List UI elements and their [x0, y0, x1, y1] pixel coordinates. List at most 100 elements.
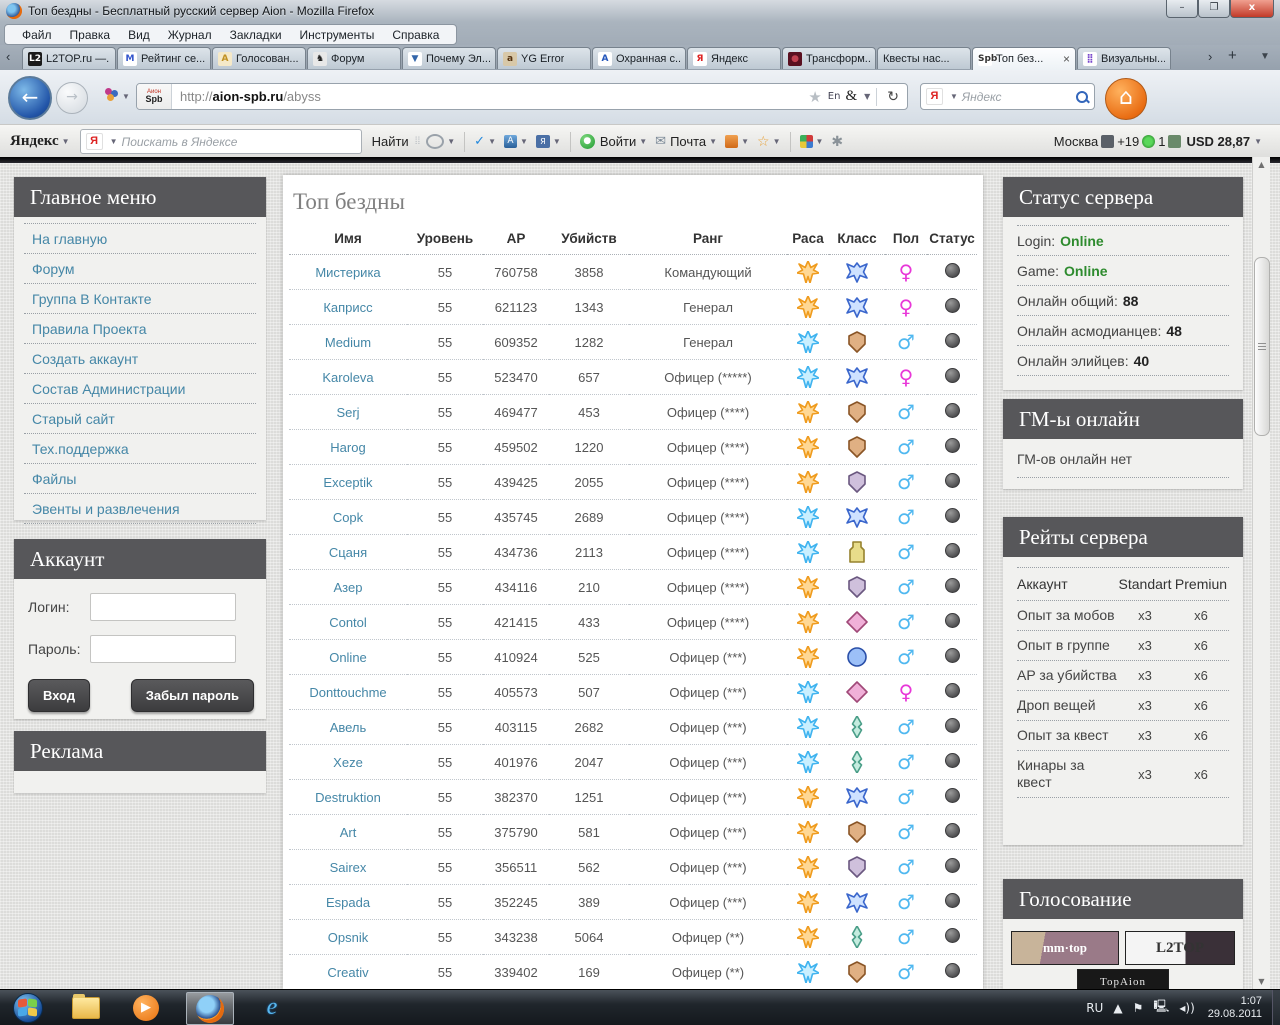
tab-4[interactable]: ▼ Почему Эл... [402, 47, 496, 69]
magnifier-icon[interactable] [1076, 90, 1090, 103]
language-indicator[interactable]: RU [1086, 1000, 1104, 1015]
explorer-taskbar-icon[interactable] [66, 992, 106, 1023]
player-link[interactable]: Сцаня [328, 544, 368, 560]
reload-icon[interactable]: ↻ [887, 88, 899, 105]
show-desktop-button[interactable] [1272, 990, 1280, 1025]
restore-button[interactable]: ❐ [1198, 0, 1230, 18]
player-link[interactable]: Copk [332, 509, 364, 525]
home-button[interactable]: ⌂ [1105, 78, 1147, 120]
close-button[interactable]: x [1230, 0, 1274, 18]
l2top-banner[interactable]: L2TOP [1125, 931, 1235, 965]
list-all-tabs-icon[interactable]: ▼ [1260, 51, 1270, 62]
favorites-star-icon[interactable]: ☆ [757, 133, 770, 150]
forgot-password-button[interactable]: Забыл пароль [130, 679, 254, 712]
player-link[interactable]: Авель [329, 719, 367, 735]
yandex-search-input[interactable]: Я ▼ Поискать в Яндексе [79, 129, 362, 154]
sidebar-link-2[interactable]: Группа В Контакте [24, 284, 256, 314]
minimize-button[interactable]: – [1166, 0, 1198, 18]
sidebar-link-8[interactable]: Файлы [24, 464, 256, 494]
scroll-down-icon[interactable]: ▼ [1258, 977, 1265, 986]
taskbar-clock[interactable]: 1:07 29.08.2011 [1207, 994, 1262, 1020]
tab-5[interactable]: a YG Error [497, 47, 591, 69]
yandex-mail[interactable]: Почта [670, 134, 707, 149]
widgets-cube-icon[interactable] [799, 135, 813, 148]
sidebar-link-9[interactable]: Эвенты и развлечения [24, 494, 256, 524]
tray-expand-icon[interactable]: ▲ [1113, 1000, 1123, 1015]
bookmarks-dropdown-icon[interactable]: ▼ [122, 92, 130, 101]
sidebar-link-3[interactable]: Правила Проекта [24, 314, 256, 344]
volume-icon[interactable]: ◂)) [1179, 1000, 1195, 1015]
sidebar-link-7[interactable]: Тех.поддержка [24, 434, 256, 464]
traffic-score[interactable]: 1 [1158, 134, 1166, 149]
menu-item-0[interactable]: Файл [22, 27, 52, 42]
comments-icon[interactable] [426, 134, 445, 149]
sidebar-link-1[interactable]: Форум [24, 254, 256, 284]
player-link[interactable]: Creativ [327, 964, 369, 980]
player-link[interactable]: Harog [330, 439, 366, 455]
player-link[interactable]: Exceptik [323, 474, 373, 490]
sidebar-link-6[interactable]: Старый сайт [24, 404, 256, 434]
dictionary-icon[interactable]: А [504, 135, 517, 148]
yandex-brand[interactable]: Яндекс ▼ [10, 133, 70, 149]
bookmarks-icon[interactable] [105, 88, 119, 102]
tab-9[interactable]: Квесты нас... [877, 47, 971, 69]
player-link[interactable]: Opsnik [327, 929, 369, 945]
menu-item-6[interactable]: Справка [392, 27, 440, 42]
search-engine-dropdown-icon[interactable]: ▼ [950, 92, 958, 101]
back-button[interactable]: ← [8, 76, 52, 120]
password-input[interactable] [90, 635, 236, 663]
find-button[interactable]: Найти [371, 134, 409, 149]
player-link[interactable]: Online [329, 649, 367, 665]
action-center-flag-icon[interactable]: ⚑ [1132, 1000, 1144, 1015]
tab-10[interactable]: Spb Топ без... × [972, 47, 1076, 70]
player-link[interactable]: Xeze [333, 754, 363, 770]
page-scrollbar[interactable]: ▲ ▼ [1252, 157, 1270, 989]
tab-scroll-left-icon[interactable]: ‹ [6, 49, 11, 64]
player-link[interactable]: Serj [336, 404, 360, 420]
sidebar-link-5[interactable]: Состав Администрации [24, 374, 256, 404]
firefox-taskbar-icon[interactable] [186, 992, 234, 1025]
player-link[interactable]: Destruktion [315, 789, 381, 805]
translate-icon[interactable]: Я [535, 135, 550, 148]
tab-1[interactable]: M Рейтинг се... [117, 47, 211, 69]
new-tab-button[interactable]: + [1228, 47, 1237, 64]
player-link[interactable]: Karoleva [322, 369, 374, 385]
player-link[interactable]: Азер [333, 579, 363, 595]
yandex-search-dropdown-icon[interactable]: ▼ [109, 137, 118, 146]
forward-button[interactable]: → [56, 82, 88, 114]
tab-7[interactable]: Я Яндекс [687, 47, 781, 69]
temperature[interactable]: +19 [1117, 134, 1140, 149]
city-label[interactable]: Москва [1053, 134, 1099, 149]
yandex-login[interactable]: Войти [599, 134, 637, 149]
url-bar[interactable]: Аион Spb http://aion-spb.ru/abyss ★ En &… [136, 83, 908, 110]
tab-11[interactable]: ⣿ Визуальны... [1077, 47, 1171, 69]
player-link[interactable]: Sairex [329, 859, 367, 875]
login-key-icon[interactable]: ● [579, 134, 595, 149]
internet-explorer-taskbar-icon[interactable]: e [266, 994, 278, 1020]
spellcheck-icon[interactable]: ✓ [474, 134, 486, 149]
player-link[interactable]: Contol [329, 614, 367, 630]
scroll-up-icon[interactable]: ▲ [1258, 160, 1265, 169]
mmtop-banner[interactable]: mm·top [1011, 931, 1119, 965]
currency-rate[interactable]: USD 28,87 [1186, 134, 1251, 149]
tab-close-icon[interactable]: × [1062, 52, 1070, 66]
network-icon[interactable]: 🖳 [1153, 999, 1170, 1013]
player-link[interactable]: Art [339, 824, 357, 840]
sidebar-link-0[interactable]: На главную [24, 223, 256, 254]
tab-2[interactable]: A Голосован... [212, 47, 306, 69]
mail-icon[interactable]: ✉ [655, 134, 667, 149]
menu-item-5[interactable]: Инструменты [299, 27, 375, 42]
tab-scroll-right-icon[interactable]: › [1208, 49, 1213, 64]
tab-0[interactable]: L2 L2TOP.ru —... [22, 47, 116, 69]
player-link[interactable]: Espada [325, 894, 371, 910]
player-link[interactable]: Мистерика [315, 264, 381, 280]
tab-8[interactable]: ● Трансформ... [782, 47, 876, 69]
yandex-search-icon[interactable]: Я [926, 88, 943, 105]
yandex-services-icon[interactable]: & [845, 88, 858, 104]
menu-item-4[interactable]: Закладки [229, 27, 282, 42]
tab-3[interactable]: ♞ Форум [307, 47, 401, 69]
player-link[interactable]: Каприсс [323, 299, 373, 315]
menu-item-2[interactable]: Вид [128, 27, 150, 42]
bookmark-star-icon[interactable]: ★ [808, 87, 822, 106]
player-link[interactable]: Medium [324, 334, 372, 350]
